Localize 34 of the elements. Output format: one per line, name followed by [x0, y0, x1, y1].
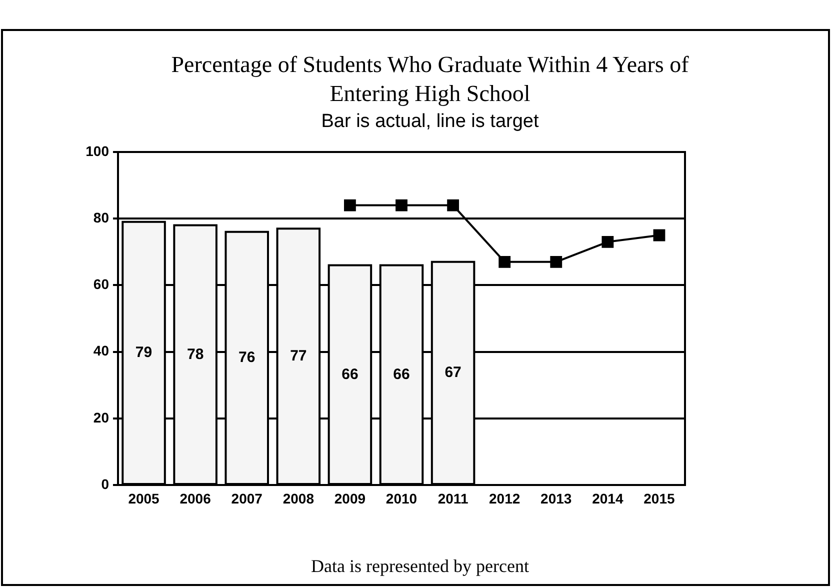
- point: [396, 199, 408, 212]
- point: [498, 256, 511, 268]
- x-tick-label: 2013: [540, 490, 572, 506]
- point: [344, 199, 356, 212]
- y-tick-label: 20: [93, 409, 110, 426]
- y-tick-label: 0: [101, 476, 110, 492]
- x-tick-label: 2008: [282, 490, 314, 506]
- x-tick-label: 2006: [180, 490, 212, 506]
- data-label: 76: [238, 349, 256, 366]
- x-tick-label: 2007: [231, 490, 263, 506]
- x-tick-label: 2011: [438, 490, 468, 506]
- data-label: 67: [444, 364, 462, 382]
- data-label: 79: [135, 344, 152, 362]
- x-tick-label: 2015: [644, 490, 676, 506]
- point: [550, 256, 562, 268]
- data-label: 77: [290, 347, 307, 364]
- chart-subtitle: Bar is actual, line is target: [320, 111, 540, 133]
- x-tick-label: 2014: [592, 490, 624, 506]
- x-tick-label: 2005: [128, 490, 160, 506]
- chart-title: Percentage of Students Who Graduate Within 4 Years of Entering High School: [170, 51, 690, 108]
- y-tick-label: 60: [93, 276, 110, 292]
- point: [602, 236, 614, 248]
- y-tick-label: 80: [93, 209, 110, 226]
- data-label: 66: [393, 366, 410, 383]
- data-label: 78: [186, 346, 204, 363]
- point: [653, 229, 666, 242]
- x-tick-label: 2010: [386, 490, 418, 506]
- point: [447, 199, 459, 212]
- data-label: 66: [342, 366, 358, 383]
- y-tick-label: 100: [86, 142, 110, 159]
- text: Data is represented by percent: [310, 555, 530, 577]
- x-tick-label: 2012: [489, 490, 520, 506]
- x-tick-label: 2009: [334, 490, 366, 506]
- y-tick-label: 40: [93, 342, 110, 359]
